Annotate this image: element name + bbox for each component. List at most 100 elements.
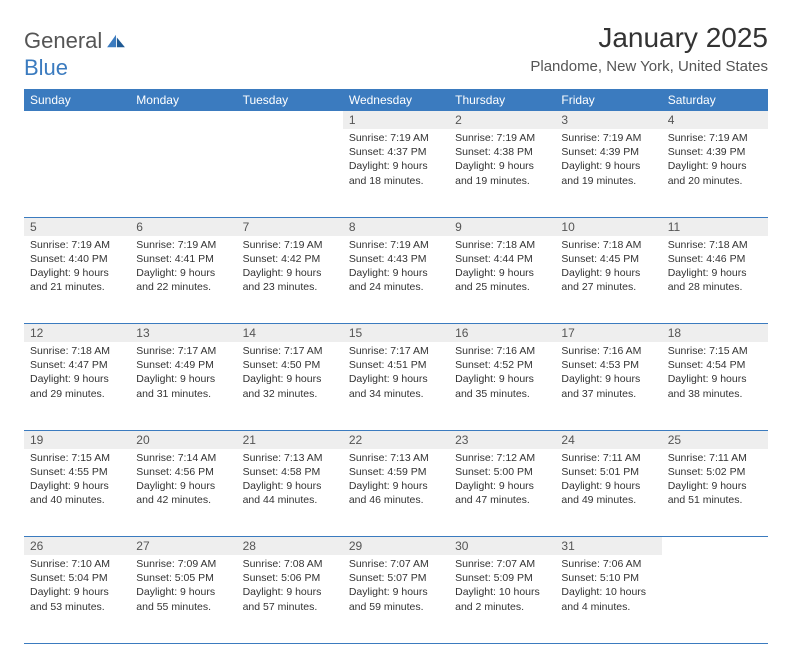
day-number-cell: 12 [24, 324, 130, 343]
detail-line: Sunrise: 7:14 AM [136, 451, 230, 465]
detail-line: Sunrise: 7:15 AM [668, 344, 762, 358]
detail-line: Sunrise: 7:07 AM [455, 557, 549, 571]
day-details-cell: Sunrise: 7:09 AMSunset: 5:05 PMDaylight:… [130, 555, 236, 643]
detail-line: Sunrise: 7:13 AM [243, 451, 337, 465]
day-number-cell: 28 [237, 537, 343, 556]
day-number-cell [237, 111, 343, 129]
detail-line: Sunrise: 7:16 AM [561, 344, 655, 358]
day-number-cell: 4 [662, 111, 768, 129]
detail-line: Daylight: 9 hours [136, 266, 230, 280]
daynum-row: 262728293031 [24, 537, 768, 556]
calendar-table: SundayMondayTuesdayWednesdayThursdayFrid… [24, 89, 768, 644]
detail-line: Sunset: 4:40 PM [30, 252, 124, 266]
detail-line: Sunset: 4:39 PM [668, 145, 762, 159]
day-number-cell: 7 [237, 217, 343, 236]
day-number-cell: 30 [449, 537, 555, 556]
detail-line: Sunset: 5:05 PM [136, 571, 230, 585]
detail-line: Sunset: 4:56 PM [136, 465, 230, 479]
day-details-cell: Sunrise: 7:19 AMSunset: 4:39 PMDaylight:… [555, 129, 661, 217]
detail-line: Sunset: 4:45 PM [561, 252, 655, 266]
detail-line: Daylight: 9 hours [455, 479, 549, 493]
detail-line: Sunset: 4:46 PM [668, 252, 762, 266]
detail-line: Sunset: 4:58 PM [243, 465, 337, 479]
month-title: January 2025 [530, 22, 768, 54]
brand-part2: Blue [24, 55, 68, 81]
detail-line: and 49 minutes. [561, 493, 655, 507]
detail-line: Sunset: 4:52 PM [455, 358, 549, 372]
day-details-cell: Sunrise: 7:13 AMSunset: 4:58 PMDaylight:… [237, 449, 343, 537]
detail-line: Sunrise: 7:19 AM [561, 131, 655, 145]
day-number-cell: 25 [662, 430, 768, 449]
detail-line: Sunrise: 7:15 AM [30, 451, 124, 465]
day-number-cell: 15 [343, 324, 449, 343]
detail-line: Sunrise: 7:11 AM [561, 451, 655, 465]
detail-line: Sunset: 5:07 PM [349, 571, 443, 585]
day-number-cell: 9 [449, 217, 555, 236]
detail-line: Sunset: 5:04 PM [30, 571, 124, 585]
detail-line: Sunrise: 7:10 AM [30, 557, 124, 571]
detail-line: Sunset: 5:01 PM [561, 465, 655, 479]
detail-line: and 19 minutes. [561, 174, 655, 188]
detail-line: Sunrise: 7:17 AM [349, 344, 443, 358]
day-details-cell: Sunrise: 7:13 AMSunset: 4:59 PMDaylight:… [343, 449, 449, 537]
day-details-cell [24, 129, 130, 217]
detail-line: Daylight: 9 hours [349, 266, 443, 280]
day-details-cell: Sunrise: 7:17 AMSunset: 4:51 PMDaylight:… [343, 342, 449, 430]
calendar-page: General January 2025 Plandome, New York,… [0, 0, 792, 660]
detail-line: Sunrise: 7:09 AM [136, 557, 230, 571]
detail-line: and 47 minutes. [455, 493, 549, 507]
day-number-cell: 26 [24, 537, 130, 556]
details-row: Sunrise: 7:15 AMSunset: 4:55 PMDaylight:… [24, 449, 768, 537]
day-number-cell: 14 [237, 324, 343, 343]
detail-line: Daylight: 10 hours [455, 585, 549, 599]
detail-line: Daylight: 9 hours [349, 372, 443, 386]
detail-line: Sunset: 4:50 PM [243, 358, 337, 372]
weekday-header: Thursday [449, 89, 555, 111]
detail-line: Sunset: 4:41 PM [136, 252, 230, 266]
detail-line: Daylight: 9 hours [561, 479, 655, 493]
weekday-header: Sunday [24, 89, 130, 111]
day-details-cell: Sunrise: 7:16 AMSunset: 4:53 PMDaylight:… [555, 342, 661, 430]
day-number-cell: 16 [449, 324, 555, 343]
detail-line: Sunrise: 7:17 AM [243, 344, 337, 358]
detail-line: Sunrise: 7:19 AM [455, 131, 549, 145]
day-number-cell: 24 [555, 430, 661, 449]
detail-line: Daylight: 9 hours [30, 266, 124, 280]
day-number-cell: 22 [343, 430, 449, 449]
detail-line: and 29 minutes. [30, 387, 124, 401]
detail-line: and 42 minutes. [136, 493, 230, 507]
detail-line: Sunset: 5:02 PM [668, 465, 762, 479]
day-number-cell: 20 [130, 430, 236, 449]
details-row: Sunrise: 7:10 AMSunset: 5:04 PMDaylight:… [24, 555, 768, 643]
day-details-cell: Sunrise: 7:19 AMSunset: 4:42 PMDaylight:… [237, 236, 343, 324]
header: General January 2025 Plandome, New York,… [24, 22, 768, 75]
day-number-cell: 10 [555, 217, 661, 236]
detail-line: and 25 minutes. [455, 280, 549, 294]
detail-line: Sunset: 4:54 PM [668, 358, 762, 372]
day-details-cell: Sunrise: 7:07 AMSunset: 5:07 PMDaylight:… [343, 555, 449, 643]
weekday-header: Wednesday [343, 89, 449, 111]
detail-line: and 20 minutes. [668, 174, 762, 188]
day-details-cell: Sunrise: 7:19 AMSunset: 4:37 PMDaylight:… [343, 129, 449, 217]
day-number-cell: 8 [343, 217, 449, 236]
day-number-cell: 31 [555, 537, 661, 556]
day-details-cell [662, 555, 768, 643]
detail-line: Daylight: 9 hours [561, 159, 655, 173]
weekday-header: Saturday [662, 89, 768, 111]
day-details-cell: Sunrise: 7:08 AMSunset: 5:06 PMDaylight:… [237, 555, 343, 643]
detail-line: and 21 minutes. [30, 280, 124, 294]
detail-line: and 32 minutes. [243, 387, 337, 401]
detail-line: Sunrise: 7:19 AM [349, 131, 443, 145]
title-block: January 2025 Plandome, New York, United … [530, 22, 768, 75]
day-number-cell: 11 [662, 217, 768, 236]
detail-line: and 44 minutes. [243, 493, 337, 507]
detail-line: Daylight: 9 hours [455, 372, 549, 386]
detail-line: Daylight: 9 hours [30, 585, 124, 599]
day-details-cell: Sunrise: 7:11 AMSunset: 5:01 PMDaylight:… [555, 449, 661, 537]
calendar-body: 1 23 4 Sunrise: 7:19 AMSunset: 4:37 PMDayli… [24, 111, 768, 643]
day-number-cell: 1 [343, 111, 449, 129]
detail-line: Sunset: 4:53 PM [561, 358, 655, 372]
day-number-cell: 23 [449, 430, 555, 449]
daynum-row: 567891011 [24, 217, 768, 236]
detail-line: and 38 minutes. [668, 387, 762, 401]
